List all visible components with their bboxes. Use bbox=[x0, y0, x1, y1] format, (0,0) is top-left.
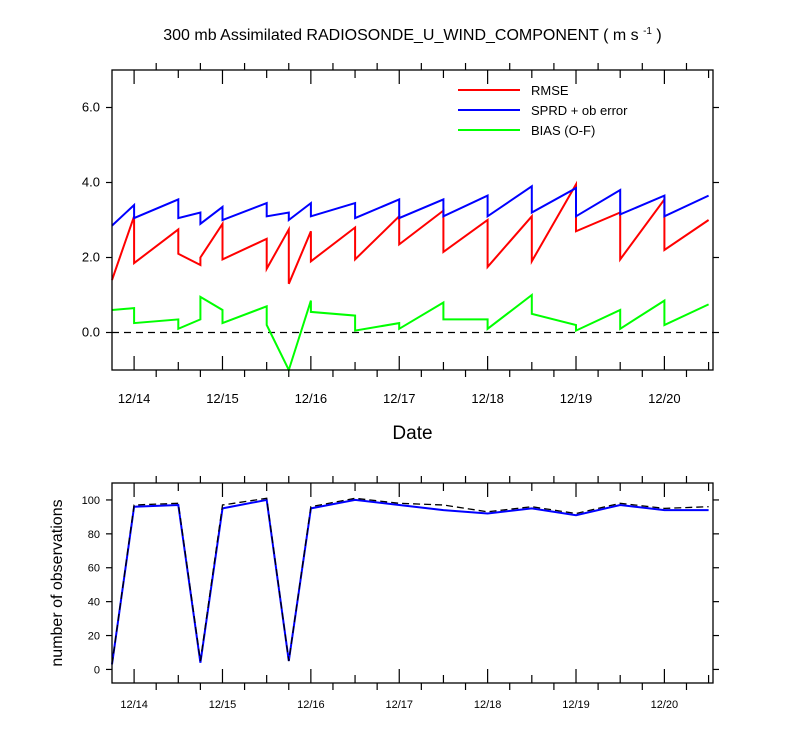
bottom-y-tick-label: 0 bbox=[94, 664, 100, 676]
bottom-plot-frame bbox=[111, 482, 714, 684]
bottom-y-tick-label: 40 bbox=[88, 597, 100, 609]
bottom-y-axis-label: number of observations bbox=[49, 499, 66, 666]
bottom-y-tick-label: 60 bbox=[88, 563, 100, 575]
bottom-x-tick-label: 12/19 bbox=[562, 699, 590, 711]
top-x-tick-label: 12/18 bbox=[471, 391, 504, 406]
top-x-tick-label: 12/16 bbox=[295, 391, 328, 406]
top-y-tick-label: 6.0 bbox=[82, 100, 100, 115]
top-series-sprd-ob-error-line bbox=[111, 184, 710, 227]
legend-label-sprd-ob-error: SPRD + ob error bbox=[531, 103, 628, 118]
top-x-tick-label: 12/15 bbox=[206, 391, 239, 406]
legend-label-rmse: RMSE bbox=[531, 83, 569, 98]
top-x-axis-label: Date bbox=[392, 423, 432, 444]
top-panel: 0.0 2.0 4.0 6.0 12/14 12/15 12/16 12/17 12/18 12/… bbox=[82, 26, 719, 444]
bottom-series-possible-line bbox=[111, 497, 709, 665]
bottom-x-tick-label: 12/14 bbox=[120, 699, 148, 711]
bottom-panel: 0 20 40 60 80 100 12/14 12/15 12/16 12/17 12/18 12/… bbox=[49, 476, 719, 711]
bottom-x-tick-label: 12/17 bbox=[385, 699, 413, 711]
bottom-y-tick-label: 100 bbox=[82, 495, 100, 507]
top-plot-frame bbox=[111, 69, 714, 371]
top-chart-title: 300 mb Assimilated RADIOSONDE_U_WIND_COM… bbox=[163, 26, 662, 44]
top-x-tick-label: 12/17 bbox=[383, 391, 416, 406]
top-y-tick-label: 4.0 bbox=[82, 175, 100, 190]
bottom-y-tick-label: 20 bbox=[88, 631, 100, 643]
bottom-x-tick-label: 12/15 bbox=[209, 699, 237, 711]
bottom-series-assimilated-line bbox=[111, 498, 709, 665]
top-x-tick-label: 12/20 bbox=[648, 391, 681, 406]
top-y-tick-label: 2.0 bbox=[82, 250, 100, 265]
top-series-rmse-line bbox=[111, 180, 710, 285]
bottom-x-tick-label: 12/20 bbox=[651, 699, 679, 711]
top-series-bias-o-f-line bbox=[111, 292, 710, 373]
top-x-tick-label: 12/14 bbox=[118, 391, 151, 406]
bottom-y-tick-label: 80 bbox=[88, 529, 100, 541]
bottom-x-tick-label: 12/18 bbox=[474, 699, 502, 711]
top-y-tick-label: 0.0 bbox=[82, 325, 100, 340]
bottom-x-tick-label: 12/16 bbox=[297, 699, 325, 711]
top-x-tick-label: 12/19 bbox=[560, 391, 593, 406]
legend-label-bias-o-f: BIAS (O-F) bbox=[531, 123, 595, 138]
